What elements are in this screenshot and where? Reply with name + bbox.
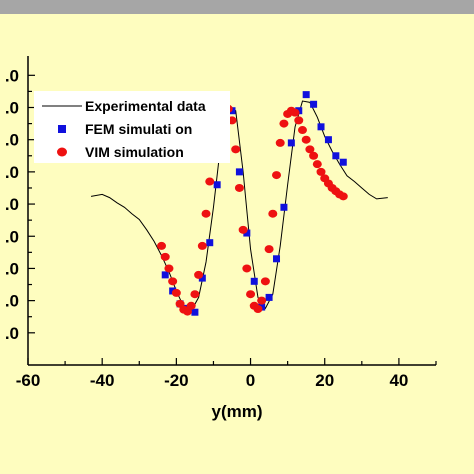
vim-point (197, 241, 207, 250)
y-tick-label: .0 (5, 163, 19, 182)
fem-point (287, 139, 295, 147)
fem-point (302, 91, 310, 99)
vim-point (264, 245, 274, 254)
vim-point (205, 177, 215, 186)
vim-point (194, 270, 204, 279)
tick-labels: -60 -40 -20 0 20 40 .0 .0 .0 .0 .0 .0 .0 .0 .0 (5, 66, 409, 390)
vim-point (297, 126, 307, 135)
fem-point (161, 271, 169, 279)
y-tick-label: .0 (5, 292, 19, 311)
fem-point (235, 168, 243, 176)
y-tick-label: .0 (5, 195, 19, 214)
fem-point (273, 255, 281, 263)
vim-point (157, 241, 167, 250)
fem-point (250, 277, 258, 285)
vim-point (275, 138, 285, 147)
legend-label: FEM simulati on (85, 121, 192, 137)
x-tick-label: -20 (164, 371, 189, 390)
fem-point (206, 239, 214, 247)
fem-point (198, 274, 206, 282)
y-tick-label: .0 (5, 259, 19, 278)
vim-point (305, 145, 315, 154)
x-tick-label: -60 (16, 371, 41, 390)
y-tick-label: .0 (5, 99, 19, 118)
vim-point (301, 135, 311, 144)
fem-point (339, 158, 347, 166)
vim-point (246, 290, 256, 299)
vim-point (201, 209, 211, 218)
fem-point (213, 181, 221, 189)
vim-point (238, 225, 248, 234)
vim-point (242, 264, 252, 273)
legend-square-swatch (58, 125, 66, 133)
vim-point (182, 307, 192, 316)
x-axis-label: y(mm) (211, 402, 262, 421)
fem-point (324, 136, 332, 144)
vim-point (290, 108, 300, 117)
vim-point (260, 277, 270, 286)
vim-point (338, 192, 348, 201)
legend-label: VIM simulation (85, 144, 184, 160)
fem-point (317, 123, 325, 131)
vim-point (294, 116, 304, 125)
vim-point (272, 171, 282, 180)
fem-point (280, 203, 288, 211)
fem-point (265, 293, 273, 301)
vim-point (234, 183, 244, 192)
vim-point (253, 304, 263, 313)
vim-point (316, 167, 326, 176)
x-tick-label: -40 (90, 371, 115, 390)
y-tick-label: .0 (5, 66, 19, 85)
legend: Experimental data FEM simulati on VIM simu… (34, 91, 230, 163)
vim-point (257, 296, 267, 305)
fem-point (332, 152, 340, 160)
vim-point (190, 290, 200, 299)
vim-point (231, 145, 241, 154)
y-tick-label: .0 (5, 131, 19, 150)
window-top-bar (0, 0, 474, 14)
vim-point (164, 264, 174, 273)
vim-point (279, 119, 289, 128)
y-tick-label: .0 (5, 227, 19, 246)
legend-circle-swatch (57, 147, 67, 157)
series-circle (157, 103, 348, 316)
vim-point (175, 299, 185, 308)
vim-point (309, 151, 319, 160)
vim-point (186, 301, 196, 310)
y-tick-label: .0 (5, 324, 19, 343)
fem-point (243, 229, 251, 237)
x-tick-label: 40 (389, 371, 408, 390)
fem-point (191, 308, 199, 316)
tick-marks (27, 74, 437, 365)
vim-point (312, 160, 322, 169)
vim-point (168, 277, 178, 286)
vim-point (160, 252, 170, 261)
legend-label: Experimental data (85, 98, 206, 114)
vim-point (268, 209, 278, 218)
vim-point (171, 288, 181, 297)
x-tick-label: 20 (315, 371, 334, 390)
fem-point (310, 100, 318, 108)
x-tick-label: 0 (246, 371, 255, 390)
